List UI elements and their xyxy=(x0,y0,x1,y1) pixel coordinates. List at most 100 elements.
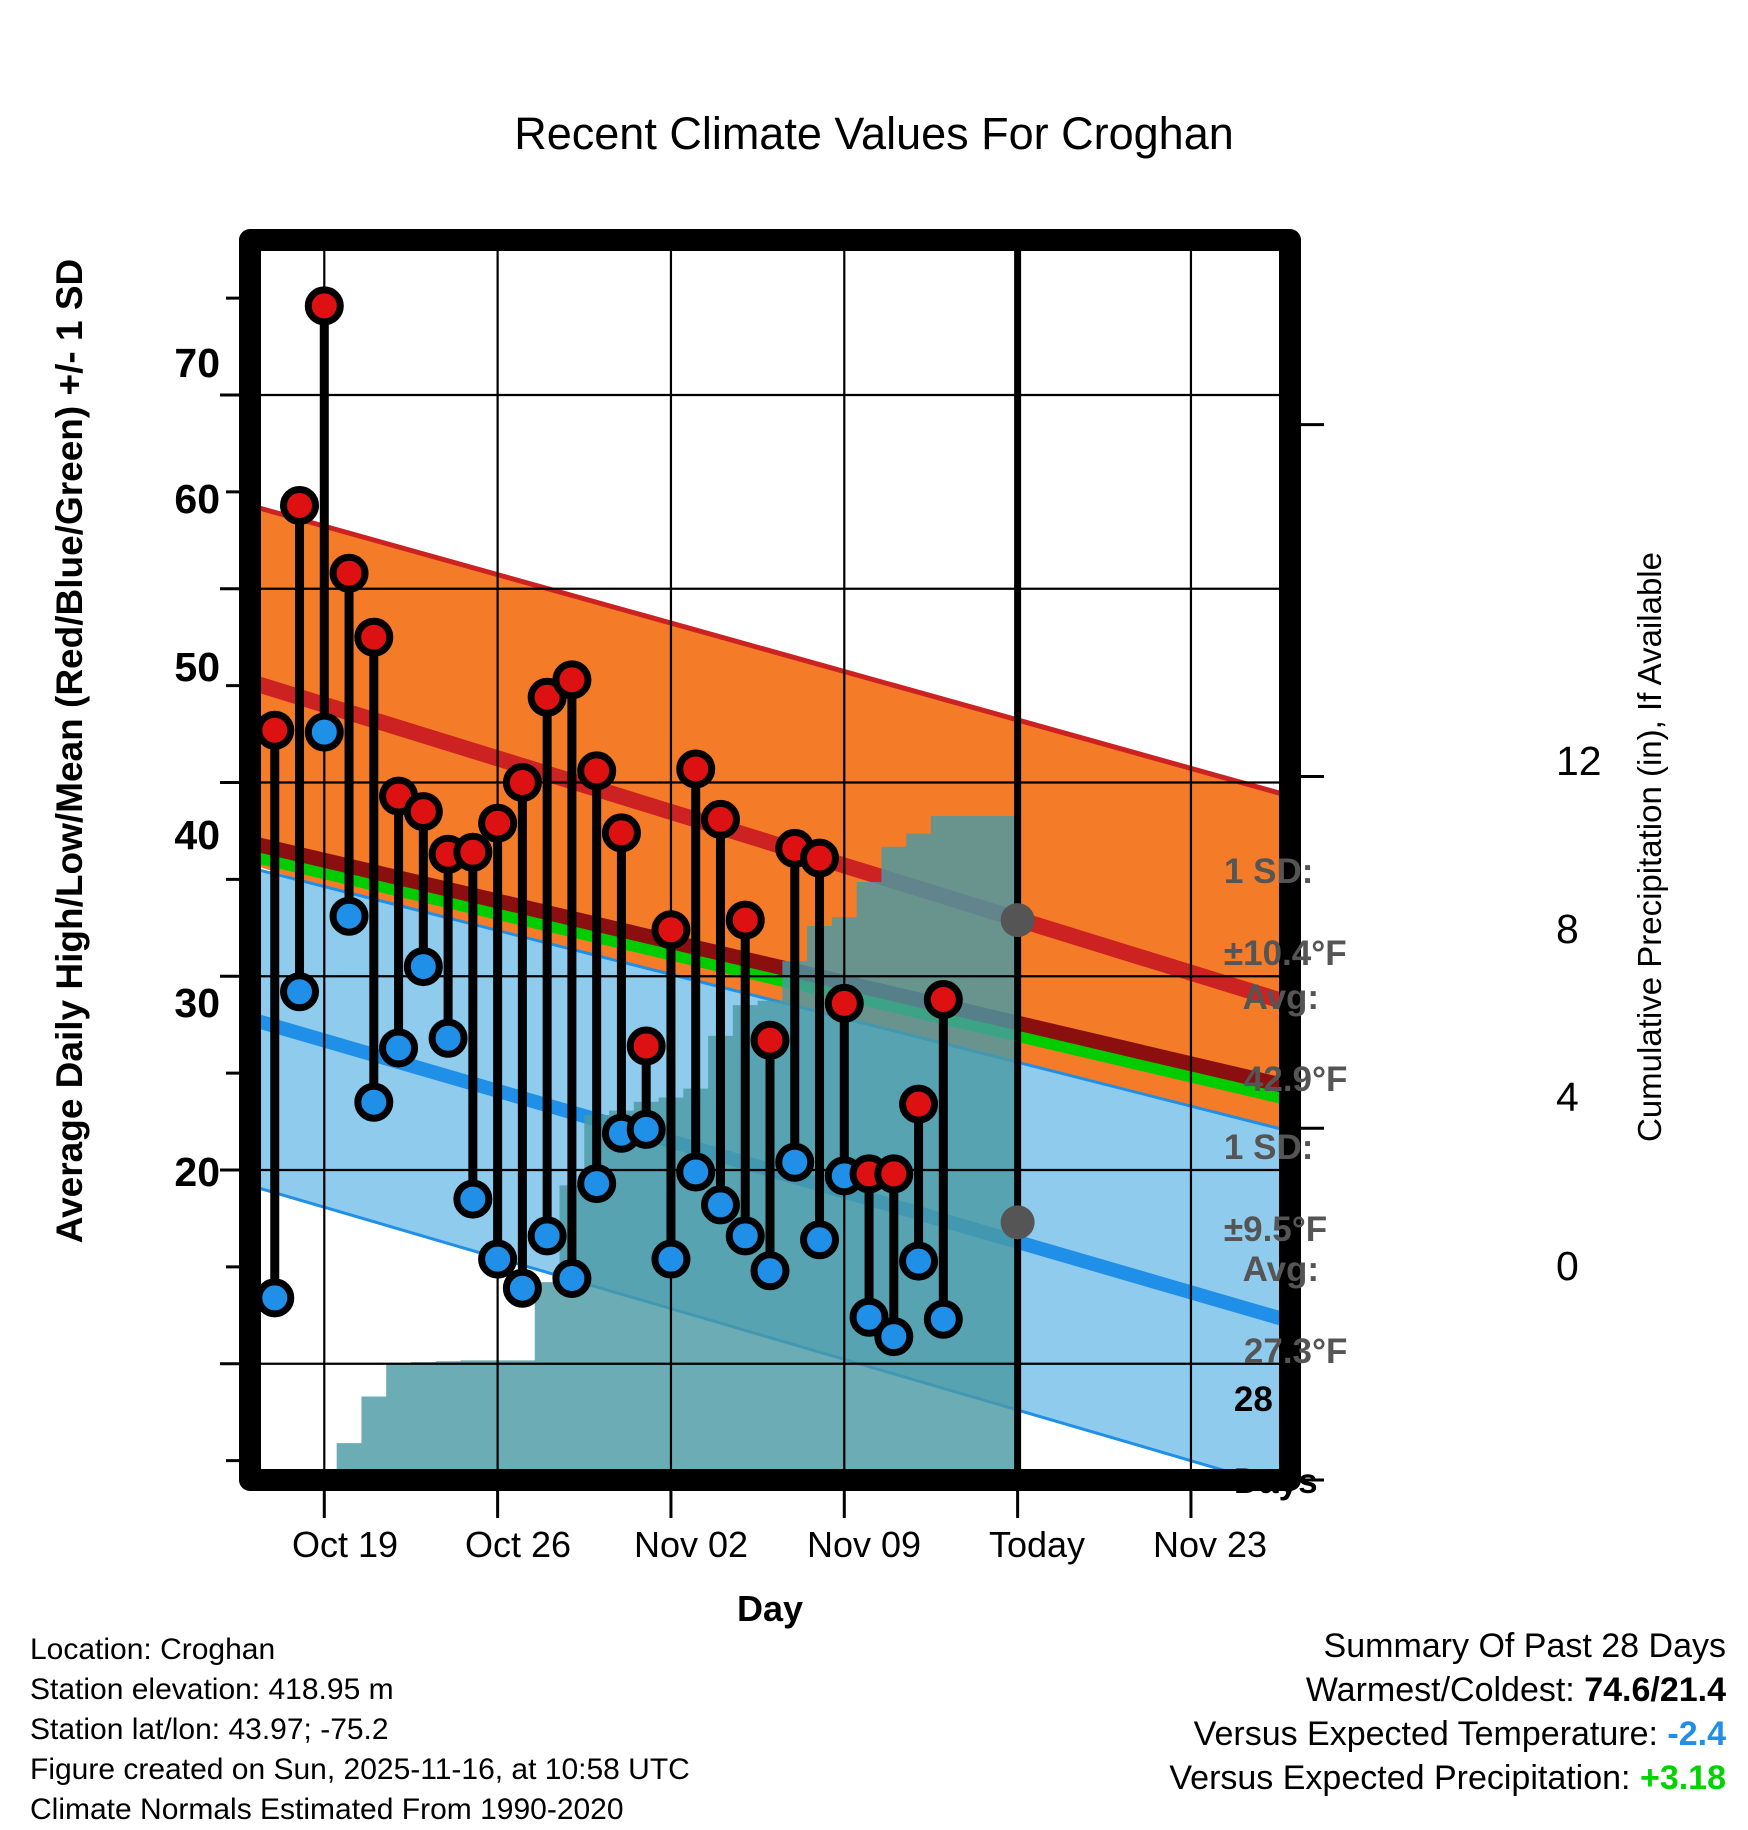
observed-high-marker xyxy=(502,763,542,802)
observed-low-marker xyxy=(725,1216,765,1256)
days-count: 28 xyxy=(1233,1380,1273,1419)
observed-low-marker xyxy=(428,1018,468,1058)
today-average-low-marker xyxy=(1000,1205,1035,1240)
observed-high-marker xyxy=(354,617,394,657)
high-avg-label: Avg: xyxy=(1242,978,1320,1017)
observed-high-marker xyxy=(700,799,740,839)
observed-low-marker xyxy=(255,1278,295,1318)
page-title: Recent Climate Values For Croghan xyxy=(514,108,1234,159)
y-tick-label-left: 20 xyxy=(174,1149,220,1195)
low-sd-value: ±9.5°F xyxy=(1223,1210,1328,1249)
y-tick-label-left: 40 xyxy=(174,812,220,858)
observed-low-marker xyxy=(453,1179,493,1219)
observed-low-marker xyxy=(750,1251,790,1291)
observed-high-marker xyxy=(577,751,617,791)
low-sd-annotation: 1 SD: ±9.5°F xyxy=(1185,1086,1327,1291)
low-avg-label: Avg: xyxy=(1242,1250,1320,1289)
days-count-annotation: 28 Days xyxy=(1195,1338,1318,1543)
observed-low-marker xyxy=(304,712,344,752)
low-avg-value: 27.3°F xyxy=(1243,1332,1348,1371)
observed-low-marker xyxy=(899,1241,939,1281)
cumulative-precipitation-area xyxy=(262,816,1018,1480)
summary-panel: Summary Of Past 28 Days Warmest/Coldest:… xyxy=(1169,1624,1726,1800)
observed-low-marker xyxy=(700,1185,740,1225)
days-unit: Days xyxy=(1233,1462,1318,1501)
observed-low-marker xyxy=(403,947,443,987)
observed-high-marker xyxy=(923,980,963,1019)
observed-low-marker xyxy=(676,1152,716,1192)
summary-vs-temp: Versus Expected Temperature: -2.4 xyxy=(1169,1712,1726,1756)
x-tick-label: Nov 02 xyxy=(633,1524,749,1565)
observed-high-marker xyxy=(552,660,592,700)
footer-metadata: Location: Croghan Station elevation: 418… xyxy=(30,1630,690,1830)
observed-high-marker xyxy=(651,910,691,950)
y-tick-label-right: 12 xyxy=(1556,738,1602,784)
observed-low-marker xyxy=(849,1297,889,1337)
observed-low-marker xyxy=(577,1164,617,1204)
observed-low-marker xyxy=(502,1268,542,1308)
vs-precip-label: Versus Expected Precipitation: xyxy=(1169,1759,1631,1797)
observed-high-marker xyxy=(478,803,518,843)
observed-low-marker xyxy=(923,1299,963,1339)
high-sd-value: ±10.4°F xyxy=(1223,934,1347,973)
low-avg-annotation: Avg: 27.3°F xyxy=(1205,1208,1348,1413)
observed-high-marker xyxy=(453,832,493,872)
observed-low-marker xyxy=(280,972,320,1012)
x-tick-label: Nov 09 xyxy=(806,1524,922,1565)
normal-high-upper-bound xyxy=(249,503,1291,799)
x-tick-label: Oct 19 xyxy=(291,1524,399,1565)
x-tick-label: Nov 23 xyxy=(1152,1524,1268,1565)
summary-warmest-coldest: Warmest/Coldest: 74.6/21.4 xyxy=(1169,1668,1726,1712)
warmest-coldest-value: 74.6/21.4 xyxy=(1584,1671,1726,1709)
observed-high-marker xyxy=(899,1084,939,1124)
observed-high-marker xyxy=(800,838,840,878)
observed-low-marker xyxy=(354,1082,394,1122)
vs-temp-label: Versus Expected Temperature: xyxy=(1193,1715,1658,1753)
observed-high-marker xyxy=(329,553,369,593)
observed-high-marker xyxy=(676,749,716,789)
y-tick-label-right: 0 xyxy=(1556,1243,1579,1289)
observed-low-marker xyxy=(775,1142,815,1182)
observed-high-marker xyxy=(626,1026,666,1066)
observed-low-marker xyxy=(478,1239,518,1279)
observed-low-marker xyxy=(651,1239,691,1279)
footer-created: Figure created on Sun, 2025-11-16, at 10… xyxy=(30,1753,690,1786)
footer-elevation: Station elevation: 418.95 m xyxy=(30,1673,394,1706)
footer-latlon: Station lat/lon: 43.97; -75.2 xyxy=(30,1713,389,1746)
today-average-high-marker xyxy=(1000,903,1035,938)
summary-vs-precip: Versus Expected Precipitation: +3.18 xyxy=(1169,1756,1726,1800)
y-tick-label-left: 30 xyxy=(174,980,220,1026)
observed-high-marker xyxy=(255,710,295,750)
y-tick-label-right: 4 xyxy=(1556,1074,1579,1120)
observed-low-marker xyxy=(800,1220,840,1260)
observed-high-marker xyxy=(750,1020,790,1060)
observed-high-marker xyxy=(403,792,443,832)
low-sd-label: 1 SD: xyxy=(1223,1128,1314,1167)
footer-location: Location: Croghan xyxy=(30,1633,276,1666)
warmest-coldest-label: Warmest/Coldest: xyxy=(1305,1671,1575,1709)
vs-precip-value: +3.18 xyxy=(1639,1759,1726,1797)
x-tick-label: Today xyxy=(988,1524,1086,1565)
high-sd-annotation: 1 SD: ±10.4°F xyxy=(1185,810,1347,1015)
observed-low-marker xyxy=(626,1109,666,1149)
vs-temp-value: -2.4 xyxy=(1667,1715,1726,1753)
footer-normals: Climate Normals Estimated From 1990-2020 xyxy=(30,1793,624,1826)
observed-low-marker xyxy=(527,1216,567,1256)
high-avg-annotation: Avg: 42.9°F xyxy=(1205,936,1348,1141)
observed-high-marker xyxy=(304,286,344,326)
observed-low-marker xyxy=(379,1028,419,1068)
observed-high-marker xyxy=(824,983,864,1023)
y-tick-label-right: 8 xyxy=(1556,906,1579,952)
observed-high-marker xyxy=(725,900,765,940)
summary-heading: Summary Of Past 28 Days xyxy=(1323,1627,1726,1665)
axis-frame xyxy=(239,229,1301,1491)
y-tick-label-left: 70 xyxy=(174,340,220,386)
observed-low-marker xyxy=(552,1259,592,1298)
observed-high-marker xyxy=(601,813,641,853)
observed-high-marker xyxy=(280,485,320,525)
high-sd-label: 1 SD: xyxy=(1223,852,1314,891)
observed-low-marker xyxy=(874,1317,914,1357)
x-tick-label: Oct 26 xyxy=(464,1524,572,1565)
